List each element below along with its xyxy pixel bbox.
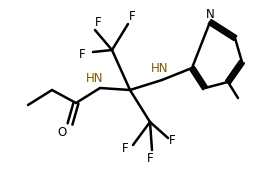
Text: F: F	[79, 48, 85, 61]
Text: N: N	[206, 8, 214, 20]
Text: HN: HN	[86, 71, 104, 84]
Text: F: F	[129, 11, 135, 24]
Text: F: F	[169, 134, 175, 146]
Text: F: F	[95, 15, 101, 29]
Text: HN: HN	[151, 61, 169, 74]
Text: F: F	[122, 142, 128, 155]
Text: O: O	[57, 125, 67, 139]
Text: F: F	[147, 152, 153, 165]
